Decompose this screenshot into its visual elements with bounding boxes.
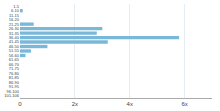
svg-text:101-106: 101-106 [4, 93, 19, 98]
svg-text:51-55: 51-55 [9, 48, 20, 53]
svg-text:96-100: 96-100 [7, 89, 20, 94]
svg-text:61-65: 61-65 [9, 57, 20, 62]
svg-text:1-5: 1-5 [13, 4, 20, 9]
svg-text:0: 0 [18, 101, 22, 107]
svg-text:36-40: 36-40 [9, 35, 20, 40]
svg-text:56-60: 56-60 [9, 53, 20, 58]
svg-text:46-50: 46-50 [9, 44, 20, 49]
svg-text:2x: 2x [72, 101, 78, 107]
svg-text:31-35: 31-35 [9, 30, 20, 35]
svg-text:66-70: 66-70 [9, 62, 20, 67]
svg-text:26-30: 26-30 [9, 26, 20, 31]
svg-text:11-15: 11-15 [9, 13, 20, 18]
svg-text:71-75: 71-75 [9, 66, 20, 71]
svg-text:81-85: 81-85 [9, 75, 20, 80]
svg-text:76-80: 76-80 [9, 71, 20, 76]
svg-text:41-45: 41-45 [9, 39, 20, 44]
svg-text:6x: 6x [181, 101, 187, 107]
svg-text:4x: 4x [127, 101, 133, 107]
svg-text:6-10: 6-10 [11, 8, 20, 13]
svg-text:86-90: 86-90 [9, 80, 20, 85]
svg-text:16-20: 16-20 [9, 17, 20, 22]
svg-text:91-95: 91-95 [9, 84, 20, 89]
svg-text:21-25: 21-25 [9, 22, 20, 27]
